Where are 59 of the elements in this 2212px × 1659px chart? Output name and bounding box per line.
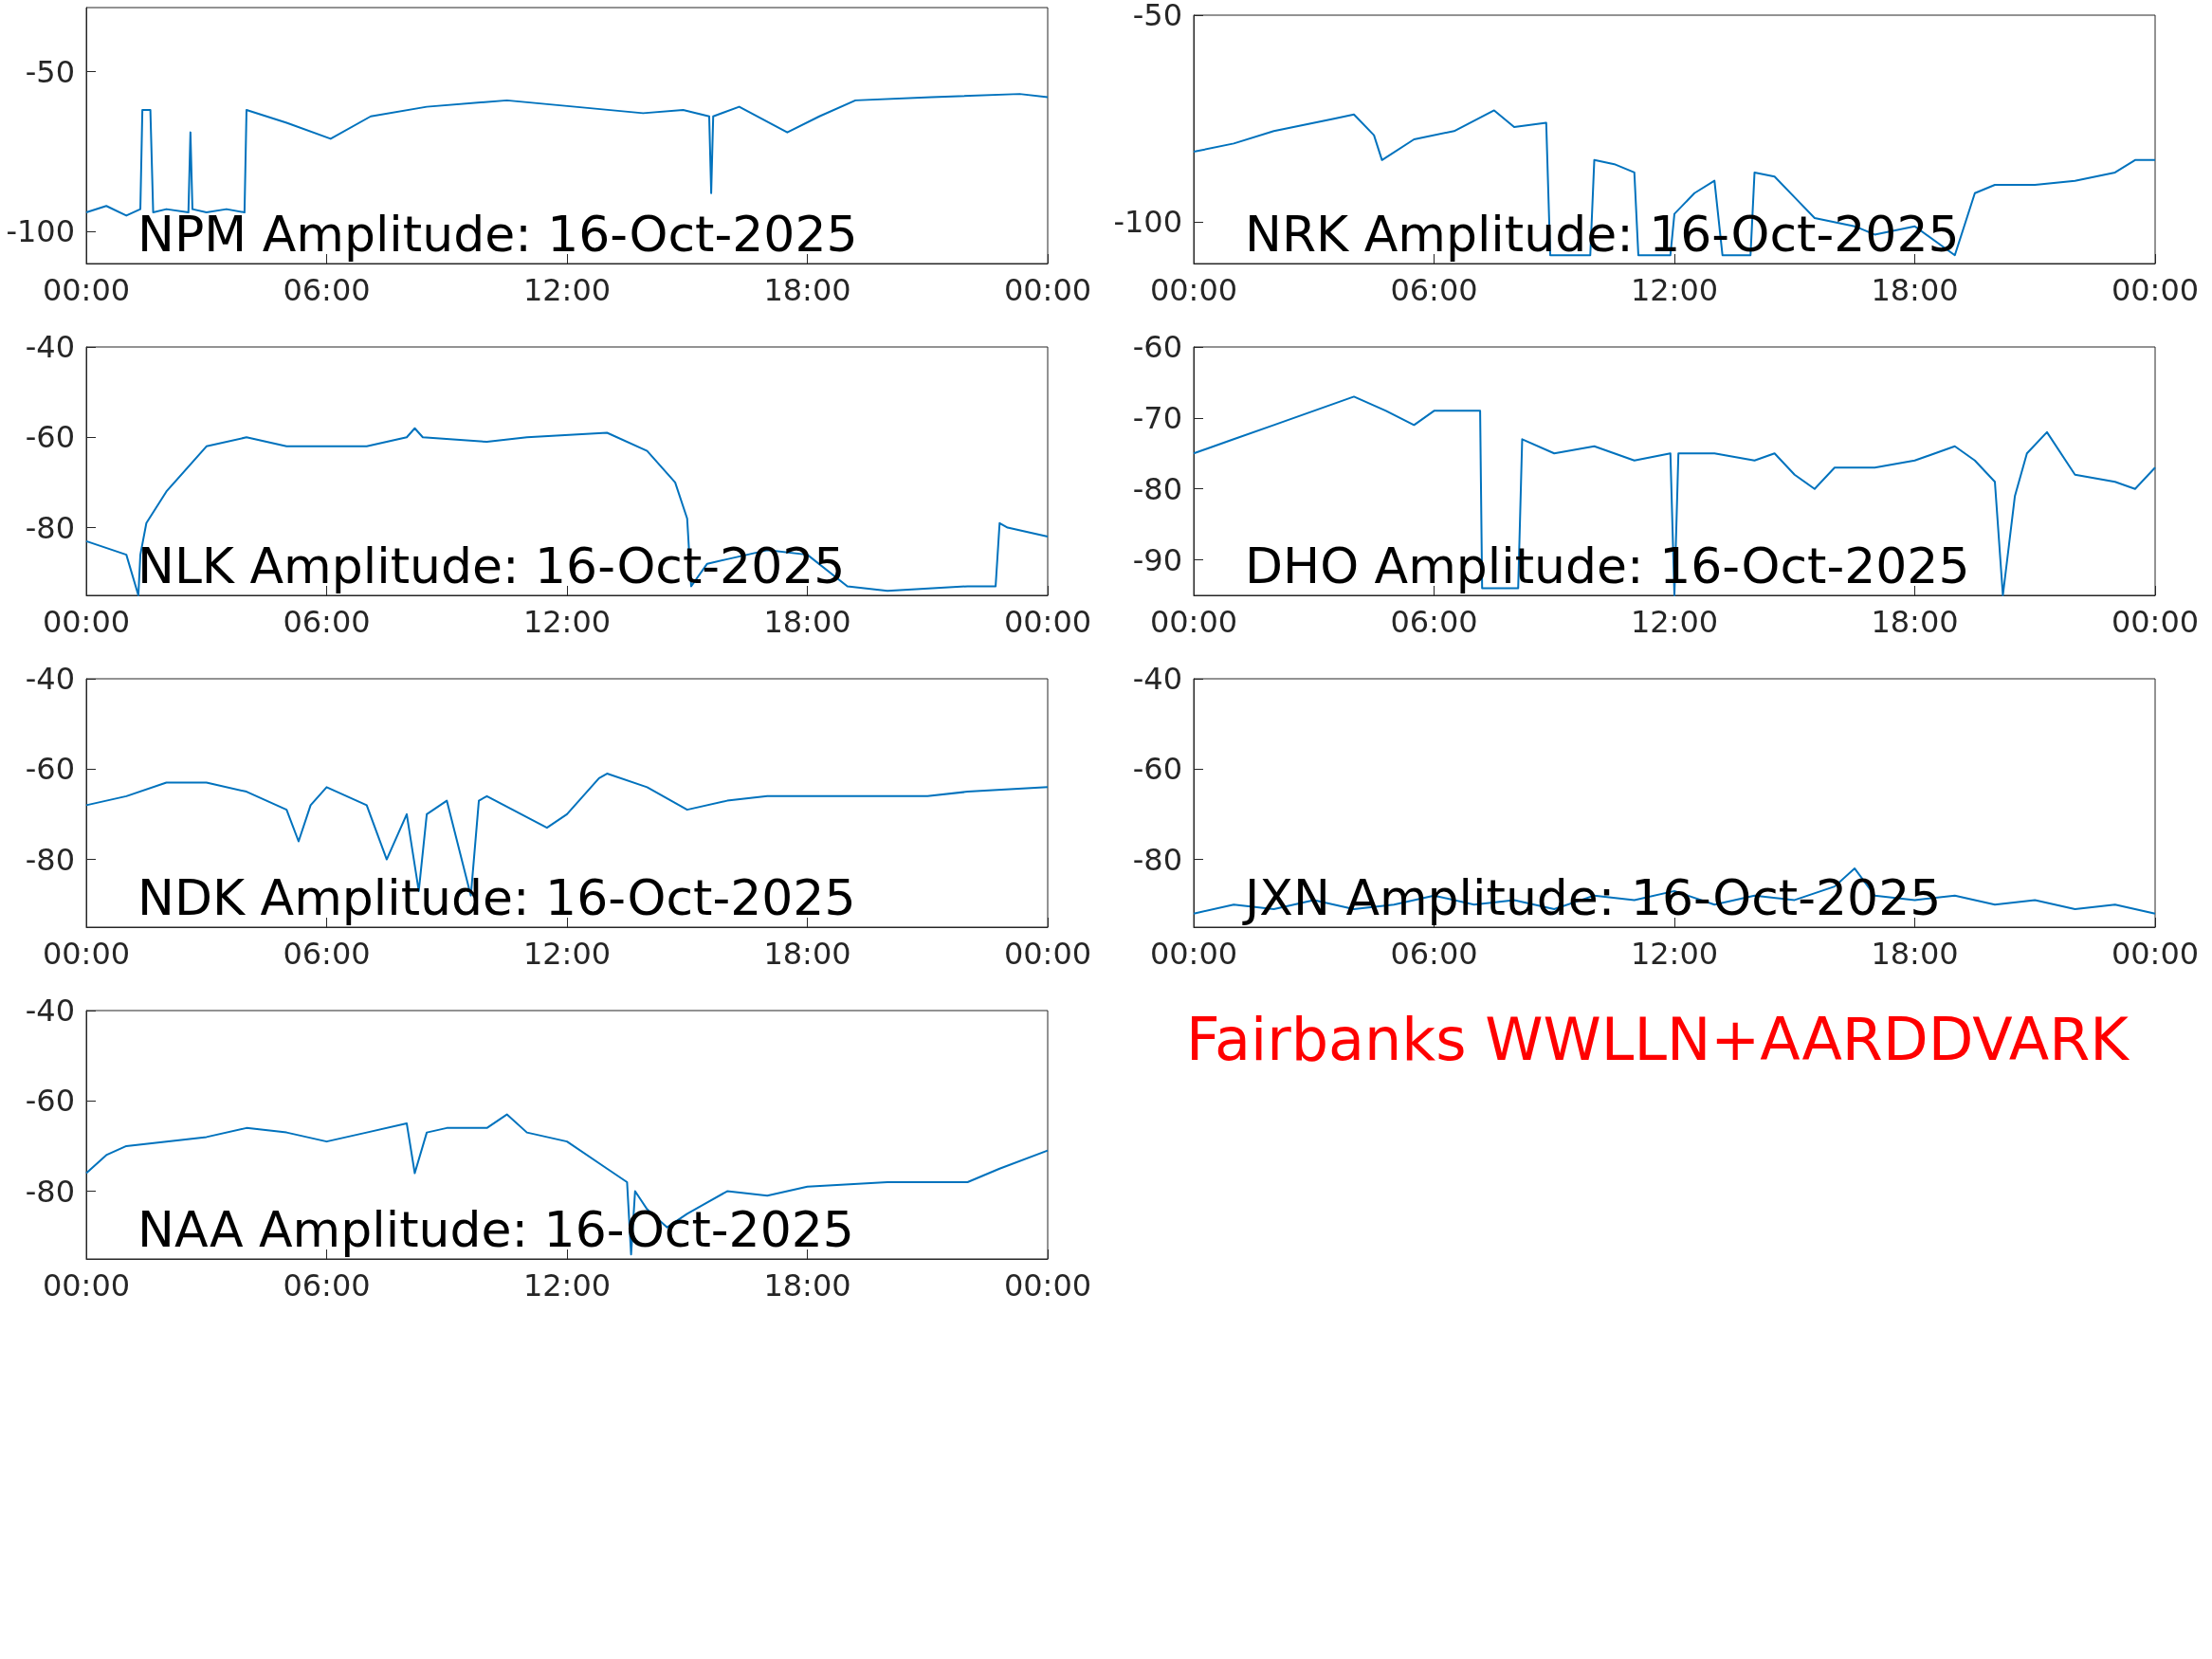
x-tick-label: 00:00 — [2111, 936, 2200, 972]
y-tick-label: -40 — [25, 329, 75, 365]
y-tick-label: -50 — [1132, 0, 1182, 33]
x-tick-label: 18:00 — [1871, 604, 1959, 640]
x-tick-label: 18:00 — [763, 272, 851, 308]
x-tick-label: 18:00 — [1871, 272, 1959, 308]
y-tick-label: -60 — [25, 419, 75, 456]
text: Fairbanks WWLLN+AARDDVARK — [1186, 1004, 2130, 1074]
x-tick-label: 06:00 — [1390, 272, 1478, 308]
y-tick-label: -40 — [25, 661, 75, 697]
y-tick-label: -40 — [25, 993, 75, 1029]
x-tick-label: 00:00 — [2111, 604, 2200, 640]
x-tick-label: 18:00 — [763, 1267, 851, 1304]
x-tick-label: 00:00 — [42, 936, 131, 972]
x-tick-label: 00:00 — [1003, 272, 1092, 308]
x-tick-label: 12:00 — [522, 936, 612, 972]
y-tick-label: -80 — [1132, 841, 1182, 878]
y-tick-label: -50 — [25, 53, 75, 90]
x-tick-label: 18:00 — [1871, 936, 1959, 972]
x-tick-label: 06:00 — [283, 936, 371, 972]
y-tick-label: -70 — [1132, 399, 1182, 436]
y-tick-label: -60 — [25, 1083, 75, 1120]
x-tick-label: 00:00 — [42, 1267, 131, 1304]
x-tick-label: 00:00 — [42, 272, 131, 308]
x-tick-label: 00:00 — [1003, 936, 1092, 972]
y-tick-label: -100 — [6, 213, 75, 250]
text: NDK Amplitude: 16-Oct-2025 — [137, 869, 856, 926]
y-tick-label: -60 — [1132, 329, 1182, 365]
x-tick-label: 00:00 — [1149, 936, 1238, 972]
y-tick-label: -80 — [1132, 470, 1182, 507]
x-tick-label: 06:00 — [1390, 936, 1478, 972]
y-tick-label: -40 — [1132, 661, 1182, 697]
line-series — [85, 1113, 1049, 1256]
y-tick-label: -90 — [1132, 541, 1182, 578]
y-tick-label: -60 — [25, 751, 75, 788]
x-tick-label: 18:00 — [763, 936, 851, 972]
x-tick-label: 12:00 — [522, 604, 612, 640]
x-tick-label: 00:00 — [1003, 604, 1092, 640]
x-tick-label: 00:00 — [42, 604, 131, 640]
y-tick-label: -80 — [25, 841, 75, 878]
x-tick-label: 12:00 — [522, 272, 612, 308]
y-tick-label: -80 — [25, 509, 75, 546]
x-tick-label: 06:00 — [283, 272, 371, 308]
y-tick-label: -100 — [1113, 204, 1182, 241]
x-tick-label: 06:00 — [283, 1267, 371, 1304]
x-tick-label: 00:00 — [2111, 272, 2200, 308]
x-tick-label: 00:00 — [1003, 1267, 1092, 1304]
x-tick-label: 12:00 — [1630, 604, 1719, 640]
x-tick-label: 06:00 — [283, 604, 371, 640]
x-tick-label: 12:00 — [1630, 936, 1719, 972]
x-tick-label: 12:00 — [1630, 272, 1719, 308]
x-tick-label: 00:00 — [1149, 272, 1238, 308]
y-tick-label: -60 — [1132, 751, 1182, 788]
y-tick-label: -80 — [25, 1173, 75, 1210]
x-tick-label: 12:00 — [522, 1267, 612, 1304]
x-tick-label: 18:00 — [763, 604, 851, 640]
x-tick-label: 06:00 — [1390, 604, 1478, 640]
x-tick-label: 00:00 — [1149, 604, 1238, 640]
text: NPM Amplitude: 16-Oct-2025 — [137, 206, 858, 263]
